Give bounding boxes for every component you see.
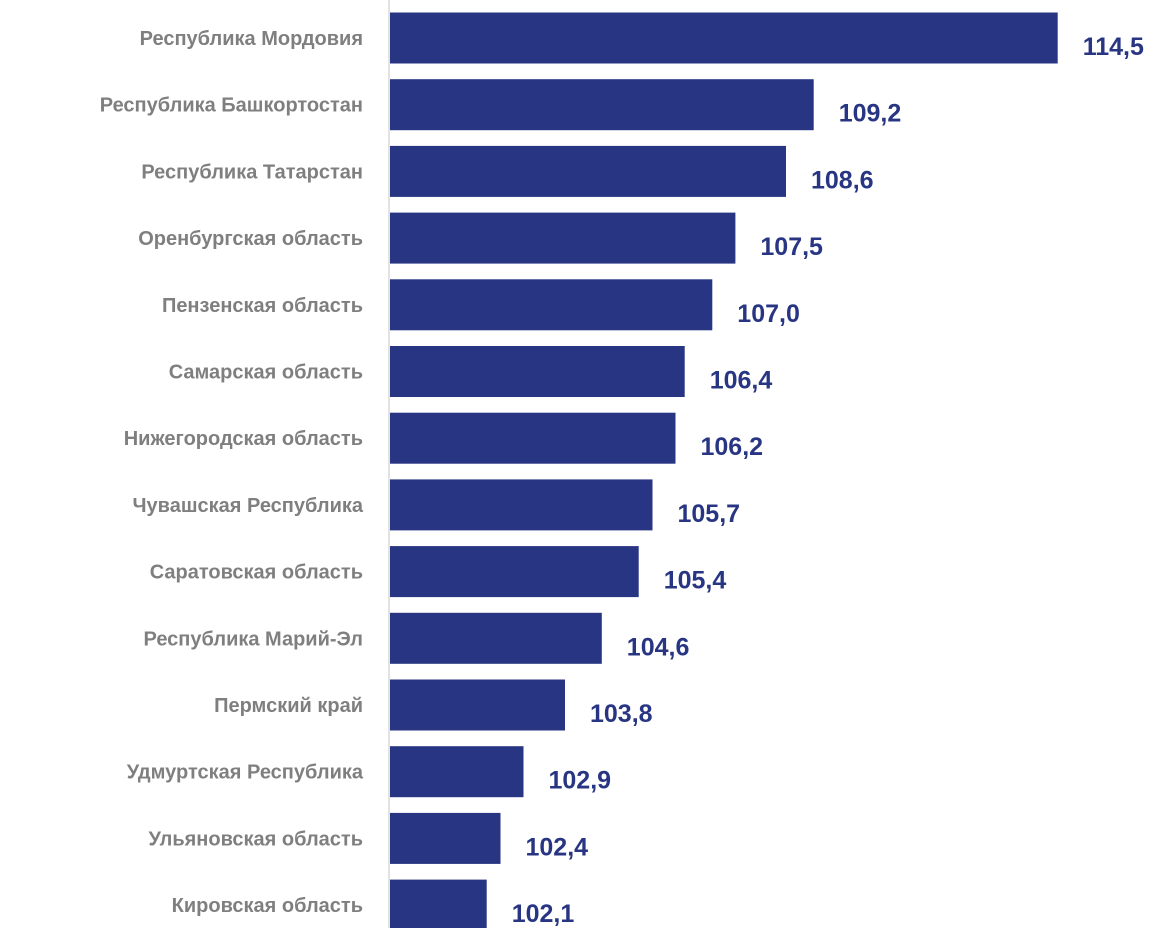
value-label: 103,8 [590,700,653,728]
category-label: Республика Татарстан [141,161,363,183]
bars-layer [390,12,1058,928]
bar [390,546,639,598]
category-label: Республика Башкортостан [100,95,363,117]
value-label: 102,9 [549,767,612,795]
category-label: Удмуртская Республика [127,762,364,784]
category-label: Чувашская Республика [133,495,364,517]
value-label: 109,2 [839,100,902,128]
bar [390,145,786,197]
value-label: 107,5 [760,233,823,261]
bar [390,479,653,531]
value-labels-layer: 114,5 109,2 108,6 107,5 107,0 106,4 106,2 105,7… [512,33,1144,928]
value-label: 108,6 [811,166,874,194]
category-labels-layer: Республика Мордовия Республика Башкортост… [100,28,364,917]
bar [390,279,713,331]
bar [390,412,676,464]
value-label: 105,7 [678,500,741,528]
category-label: Республика Марий-Эл [143,628,363,650]
bar [390,79,814,131]
category-label: Пермский край [214,695,363,717]
category-label: Республика Мордовия [140,28,363,50]
category-label: Оренбургская область [138,228,363,250]
category-label: Самарская область [169,362,363,384]
value-label: 106,4 [710,367,773,395]
value-label: 102,4 [526,833,589,861]
category-label: Кировская область [172,895,363,917]
category-label: Нижегородская область [124,428,363,450]
category-label: Саратовская область [150,562,363,584]
category-label: Ульяновская область [148,828,363,850]
bar [390,212,736,264]
bar [390,12,1058,64]
bar [390,812,501,864]
value-label: 114,5 [1083,33,1144,61]
bar [390,346,685,397]
value-label: 104,6 [627,633,690,661]
value-label: 105,4 [664,567,727,595]
value-label: 102,1 [512,900,575,928]
category-label: Пензенская область [162,295,363,317]
bar [390,746,524,798]
bar [390,879,487,928]
bar [390,612,602,664]
bar [390,679,565,731]
value-label: 106,2 [701,433,764,461]
value-label: 107,0 [737,300,800,328]
